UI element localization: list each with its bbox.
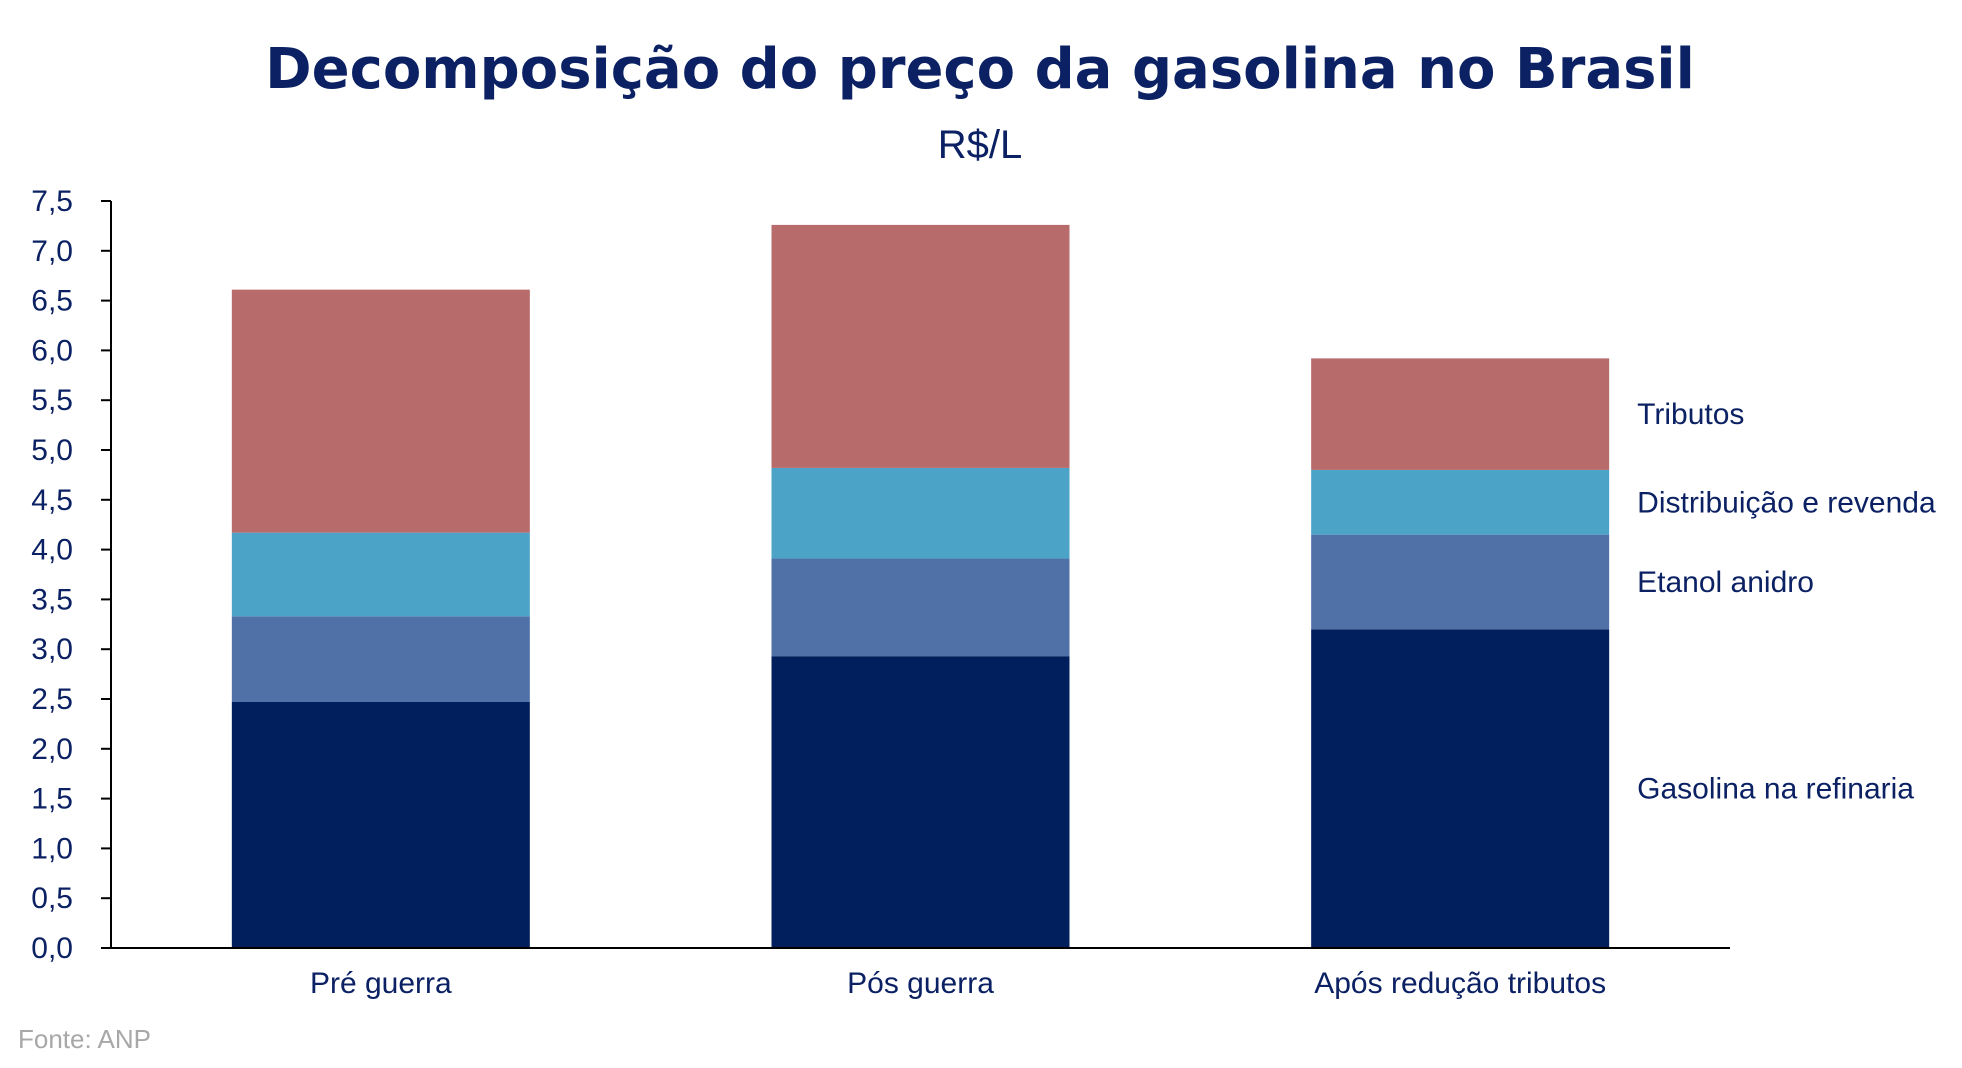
legend-label: Etanol anidro	[1637, 566, 1814, 599]
y-tick-label: 6,0	[31, 334, 73, 367]
y-tick-label: 0,0	[31, 932, 73, 965]
bar-segment	[1311, 469, 1610, 535]
chart-title: Decomposição do preço da gasolina no Bra…	[265, 37, 1695, 102]
y-tick-label: 2,0	[31, 733, 73, 766]
bar-segment	[231, 532, 530, 617]
y-axis: 0,0 0,5 1,0 1,5 2,0 2,5 3,0 3,5 4,0 4,5 5,0 5,5 6,0 6…	[31, 185, 112, 965]
bar-segment	[771, 224, 1070, 468]
y-tick-label: 4,0	[31, 534, 73, 567]
y-tick-label: 2,5	[31, 683, 73, 716]
bar-segment	[771, 656, 1070, 948]
legend-label: Tributos	[1637, 398, 1744, 431]
y-tick-label: 4,5	[31, 484, 73, 517]
bars	[231, 224, 1610, 948]
y-tick-label: 1,0	[31, 832, 73, 865]
y-tick-label: 3,5	[31, 583, 73, 616]
y-tick-label: 3,0	[31, 633, 73, 666]
x-category-label: Pós guerra	[847, 967, 994, 1000]
y-tick-label: 5,5	[31, 384, 73, 417]
bar-segment	[1311, 534, 1610, 630]
bar-segment	[1311, 629, 1610, 948]
bar-segment	[231, 616, 530, 702]
legend-label: Distribuição e revenda	[1637, 486, 1936, 519]
bar-segment	[231, 701, 530, 948]
source-note: Fonte: ANP	[18, 1024, 151, 1054]
bar-segment	[231, 289, 530, 533]
y-tick-label: 6,5	[31, 285, 73, 318]
y-tick-label: 5,0	[31, 434, 73, 467]
legend-label: Gasolina na refinaria	[1637, 773, 1914, 806]
bar-segment	[771, 558, 1070, 657]
x-category-label: Pré guerra	[310, 967, 452, 1000]
chart-subtitle: R$/L	[938, 123, 1023, 167]
y-tick-label: 0,5	[31, 882, 73, 915]
legend: Gasolina na refinaria Etanol anidro Distri…	[1637, 398, 1936, 805]
x-axis: Pré guerra Pós guerra Após redução tributo…	[111, 947, 1730, 1000]
bar-segment	[1311, 358, 1610, 470]
y-tick-label: 1,5	[31, 783, 73, 816]
x-category-label: Após redução tributos	[1314, 967, 1606, 1000]
bar-segment	[771, 467, 1070, 559]
y-tick-label: 7,5	[31, 185, 73, 218]
y-tick-label: 7,0	[31, 235, 73, 268]
